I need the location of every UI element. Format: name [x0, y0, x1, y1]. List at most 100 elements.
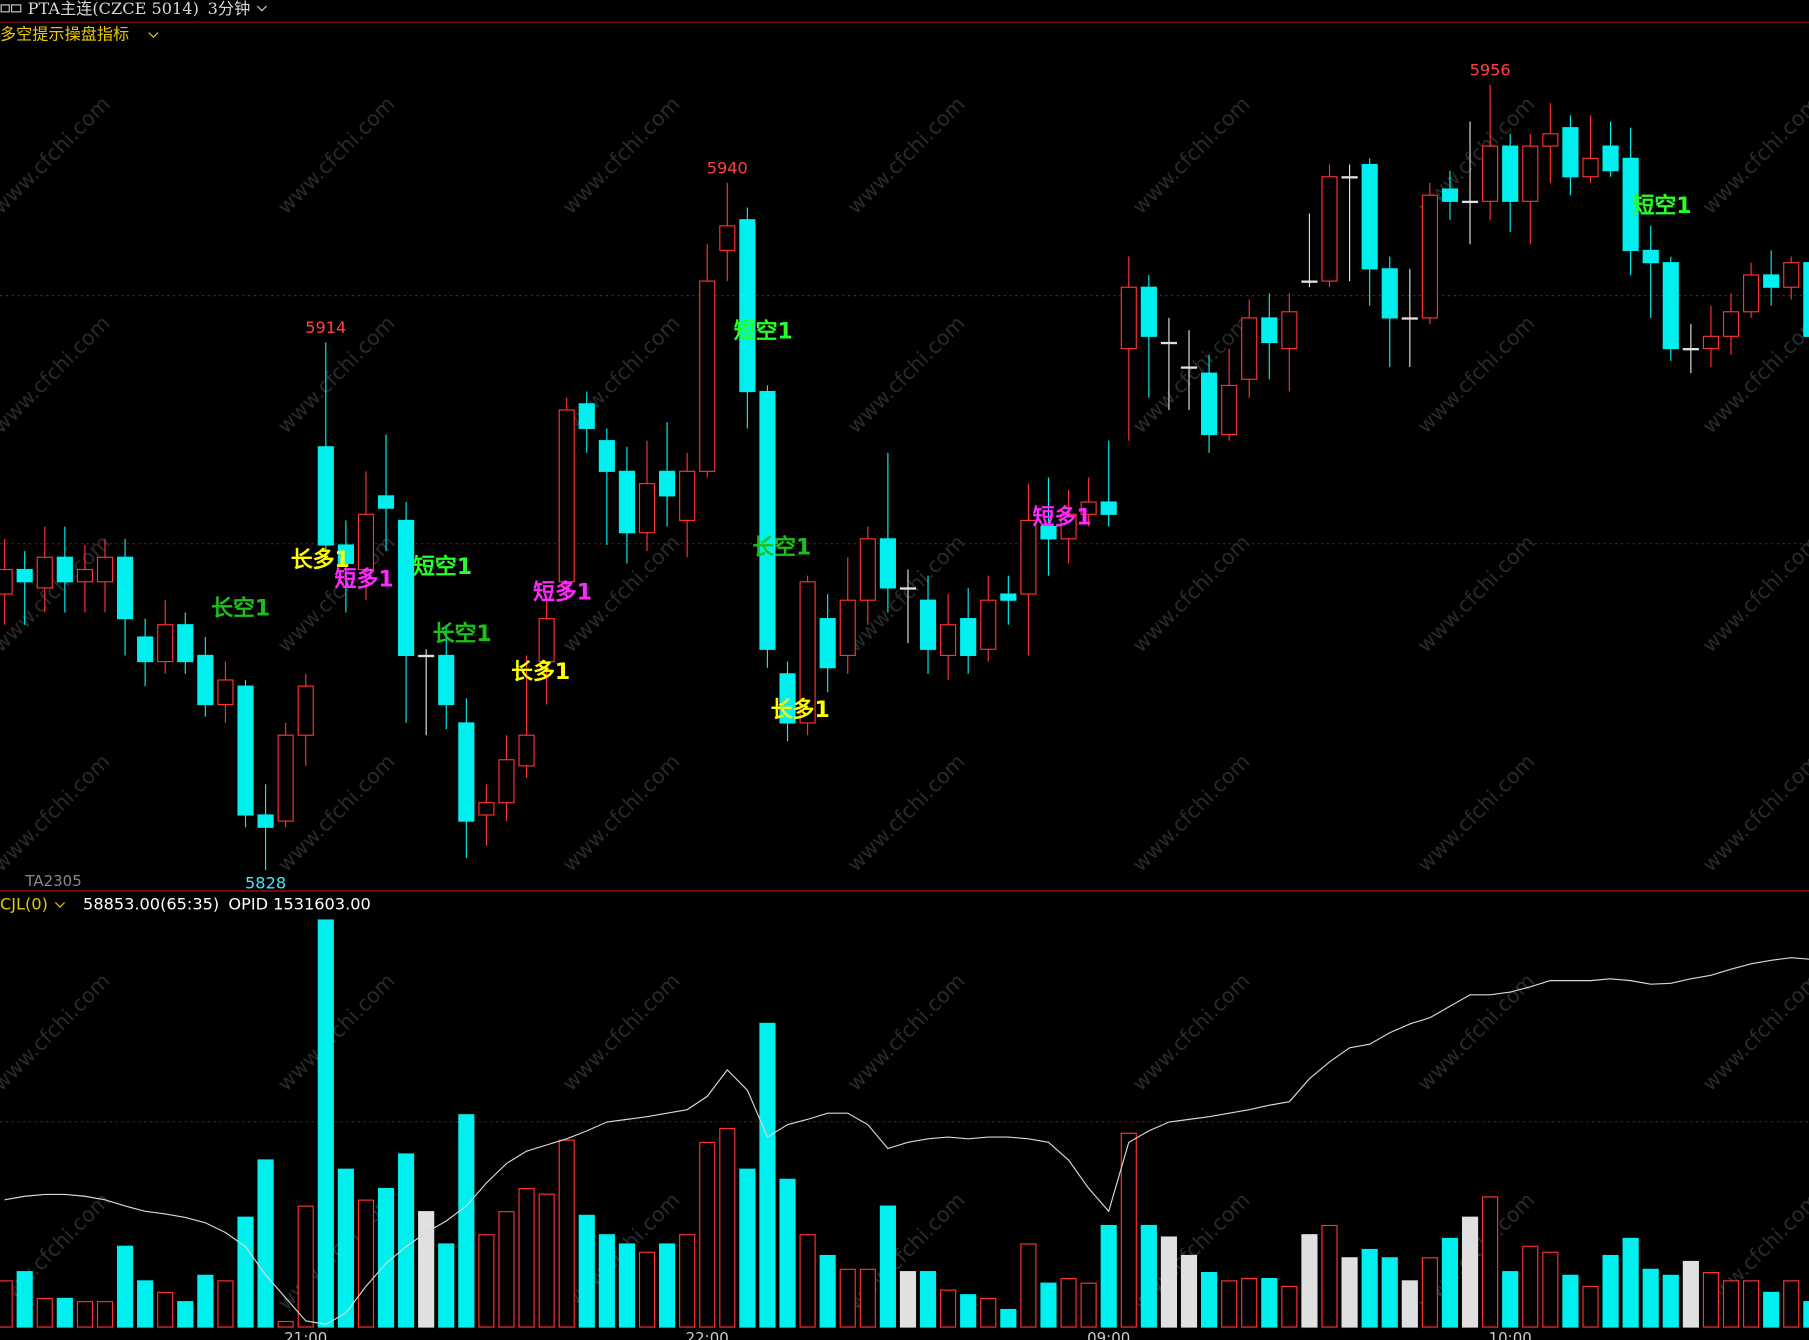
candle-body: [859, 538, 876, 601]
candle-body: [1662, 262, 1679, 350]
volume-bar: [960, 1294, 977, 1328]
candle-body: [1642, 249, 1659, 264]
volume-bar: [277, 1320, 294, 1328]
candle-body: [819, 618, 836, 669]
indicator-title[interactable]: 多空提示操盘指标: [0, 24, 129, 43]
volume-bar: [337, 1168, 354, 1328]
candle-body: [799, 581, 816, 724]
time-label: 10:00: [1489, 1329, 1532, 1340]
candle-body: [1261, 317, 1278, 344]
candle-body: [1341, 176, 1358, 179]
time-label: 21:00: [284, 1329, 327, 1340]
volume-bar: [638, 1251, 656, 1328]
candle-body: [458, 722, 475, 822]
signal-label: 短空1: [413, 554, 472, 580]
volume-bar: [1441, 1237, 1459, 1328]
candle-body: [638, 483, 656, 534]
candle-body: [980, 599, 997, 650]
candle-body: [1763, 274, 1780, 288]
volume-bar: [498, 1211, 515, 1328]
volume-bar: [719, 1128, 736, 1328]
volume-bar: [1180, 1254, 1198, 1328]
candle-body: [16, 568, 33, 583]
candle-body: [699, 280, 716, 472]
volume-bar: [699, 1141, 716, 1328]
volume-bar: [478, 1234, 495, 1328]
candle-body: [1100, 501, 1117, 515]
volume-bar: [1060, 1277, 1077, 1328]
candle-body: [1783, 262, 1800, 288]
volume-bar: [1542, 1251, 1559, 1328]
volume-bar: [980, 1297, 997, 1328]
candle-body: [879, 538, 896, 589]
volume-bar: [137, 1280, 154, 1328]
candle-body: [1461, 200, 1479, 204]
signal-label: 长空1: [752, 534, 811, 560]
candle-body: [1582, 157, 1599, 178]
candle-body: [1743, 274, 1760, 313]
volume-bar: [1783, 1280, 1800, 1328]
volume-bar: [899, 1271, 917, 1328]
indicator-dropdown[interactable]: [148, 32, 159, 39]
candle-body: [518, 734, 535, 767]
volume-bar: [297, 1205, 314, 1328]
volume-bar: [1682, 1260, 1699, 1328]
candle-body: [679, 470, 696, 522]
volume-bar: [1160, 1236, 1178, 1328]
candle-body: [377, 495, 395, 509]
candle-body: [1140, 286, 1157, 337]
volume-bar: [1642, 1268, 1659, 1328]
period[interactable]: 3分钟: [208, 0, 251, 18]
candle-body: [598, 440, 615, 472]
candle-body: [1421, 194, 1438, 319]
candle-body: [398, 519, 415, 657]
volume-bar: [1662, 1274, 1679, 1328]
volume-bar: [1562, 1274, 1579, 1328]
volume-bar: [197, 1274, 214, 1328]
candle-body: [558, 409, 575, 583]
volume-bar: [779, 1178, 796, 1328]
candle-body: [759, 390, 776, 650]
signal-label: 长多1: [771, 697, 830, 723]
candle-body: [1562, 127, 1579, 178]
candle-body: [197, 654, 214, 706]
volume-bar: [116, 1245, 134, 1328]
candle-body: [297, 685, 314, 736]
volume-bar: [759, 1022, 776, 1328]
candle-body: [1241, 317, 1258, 380]
volume-title[interactable]: CJL(0): [0, 894, 48, 913]
volume-bar: [618, 1243, 635, 1328]
candle-body: [418, 654, 435, 658]
candle-body: [1301, 280, 1318, 283]
candle-body: [438, 654, 455, 706]
signal-label: 长空1: [211, 595, 270, 621]
period-dropdown[interactable]: [256, 5, 267, 12]
candle-body: [137, 636, 154, 663]
volume-bar: [1602, 1254, 1619, 1328]
candle-body: [36, 556, 53, 589]
volume-bar: [1722, 1280, 1740, 1328]
signal-label: 长多1: [291, 547, 350, 573]
candle-body: [257, 814, 274, 828]
volume-dropdown[interactable]: [54, 902, 66, 908]
volume-bar: [919, 1271, 937, 1328]
volume-bar: [1120, 1132, 1137, 1328]
candle-body: [1401, 317, 1418, 320]
volume-bar: [819, 1254, 836, 1328]
volume-bar: [658, 1243, 676, 1328]
candle-body: [1020, 519, 1037, 595]
volume-bar: [1381, 1257, 1398, 1328]
candle-body: [177, 624, 194, 663]
signal-label: 短多1: [335, 567, 394, 593]
candle-body: [919, 599, 937, 650]
volume-bar: [1421, 1257, 1438, 1328]
volume-bar: [679, 1234, 696, 1328]
candle-body: [277, 734, 294, 822]
volume-bar: [357, 1199, 375, 1328]
candle-body: [1682, 348, 1699, 351]
symbol[interactable]: PTA主连(CZCE 5014): [28, 0, 199, 18]
volume-bar: [598, 1234, 615, 1328]
volume-bar: [16, 1271, 33, 1328]
volume-bar: [1482, 1196, 1499, 1328]
